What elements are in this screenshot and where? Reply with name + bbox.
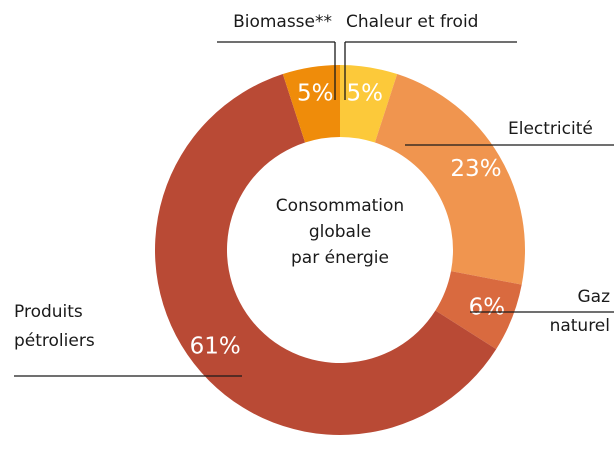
category-label: Chaleur et froid [346,12,479,32]
donut-segment [374,74,525,285]
donut-segment [435,271,522,350]
value-label: 5% [346,80,383,106]
donut-segment [154,74,497,436]
center-label: globale [309,222,371,242]
value-label: 6% [469,295,506,321]
center-label: Consommation [276,196,404,216]
category-label: Biomasse** [233,12,332,32]
donut-segment [282,65,340,143]
value-label: 61% [190,333,241,359]
value-label: 5% [297,80,334,106]
category-label: Gaz naturel [549,287,610,336]
center-label: par énergie [291,248,389,268]
donut-segment [340,65,398,143]
value-label: 23% [450,156,501,182]
category-label: Electricité [508,119,593,139]
category-label: Produits pétroliers [14,302,95,351]
